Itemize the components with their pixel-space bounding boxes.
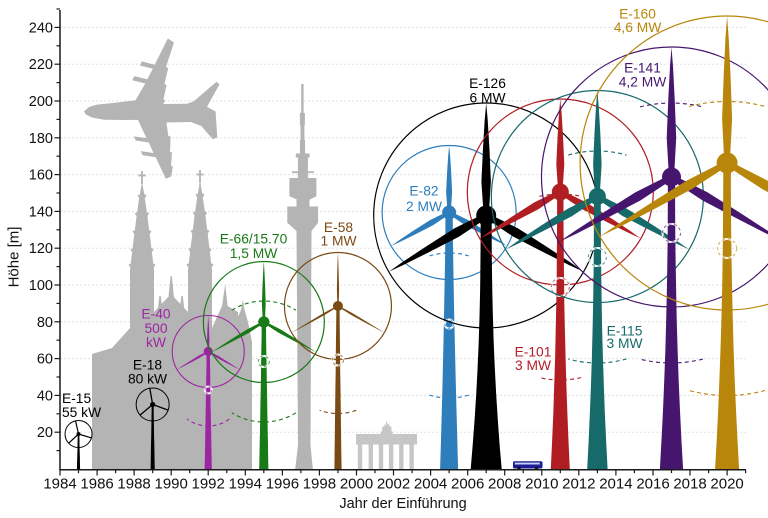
svg-text:E-40: E-40 [141, 307, 170, 322]
svg-text:1 MW: 1 MW [320, 234, 356, 249]
svg-text:1990: 1990 [155, 476, 188, 493]
svg-text:80: 80 [37, 315, 53, 331]
svg-text:2016: 2016 [636, 476, 669, 493]
svg-text:E-126: E-126 [469, 76, 506, 91]
svg-text:E-58: E-58 [324, 220, 353, 235]
svg-text:4,2 MW: 4,2 MW [619, 74, 667, 89]
svg-text:200: 200 [29, 94, 53, 110]
svg-text:80 kW: 80 kW [128, 372, 167, 387]
svg-text:220: 220 [29, 57, 53, 73]
svg-text:3 MW: 3 MW [515, 358, 551, 373]
svg-text:2000: 2000 [340, 476, 373, 493]
svg-text:2012: 2012 [562, 476, 595, 493]
svg-text:1984: 1984 [43, 476, 76, 493]
svg-text:1996: 1996 [266, 476, 299, 493]
svg-text:1998: 1998 [303, 476, 336, 493]
svg-text:100: 100 [29, 278, 53, 294]
svg-text:140: 140 [29, 204, 53, 220]
svg-text:E-15: E-15 [62, 391, 91, 406]
svg-text:1994: 1994 [229, 476, 262, 493]
svg-text:2006: 2006 [451, 476, 484, 493]
svg-text:1988: 1988 [117, 476, 150, 493]
svg-text:55 kW: 55 kW [62, 405, 101, 420]
svg-text:160: 160 [29, 168, 53, 184]
svg-text:E-141: E-141 [624, 61, 661, 76]
svg-text:E-101: E-101 [515, 345, 552, 360]
svg-text:3 MW: 3 MW [606, 336, 642, 351]
svg-text:2020: 2020 [710, 476, 743, 493]
svg-text:E-66/15.70: E-66/15.70 [220, 232, 288, 247]
svg-text:2 MW: 2 MW [406, 199, 442, 214]
svg-text:E-18: E-18 [133, 358, 162, 373]
svg-text:2010: 2010 [525, 476, 558, 493]
svg-text:Jahr der Einführung: Jahr der Einführung [339, 496, 466, 512]
svg-text:60: 60 [37, 352, 53, 368]
svg-text:2018: 2018 [673, 476, 706, 493]
svg-text:E-82: E-82 [409, 184, 438, 199]
svg-text:500: 500 [144, 321, 167, 336]
svg-text:kW: kW [146, 335, 166, 350]
svg-text:E-160: E-160 [619, 7, 656, 22]
svg-text:2002: 2002 [377, 476, 410, 493]
svg-text:1992: 1992 [192, 476, 225, 493]
svg-text:240: 240 [29, 20, 53, 36]
svg-text:20: 20 [37, 425, 53, 441]
svg-text:E-115: E-115 [607, 324, 643, 339]
svg-text:2014: 2014 [599, 476, 632, 493]
svg-text:2008: 2008 [488, 476, 521, 493]
svg-text:6 MW: 6 MW [469, 91, 505, 106]
svg-text:180: 180 [29, 131, 53, 147]
svg-text:Höhe [m]: Höhe [m] [6, 227, 23, 288]
svg-text:2004: 2004 [414, 476, 447, 493]
svg-text:1986: 1986 [80, 476, 113, 493]
svg-text:4,6 MW: 4,6 MW [614, 20, 662, 35]
svg-text:1,5 MW: 1,5 MW [230, 246, 278, 261]
svg-text:120: 120 [29, 241, 53, 257]
svg-text:40: 40 [37, 388, 53, 404]
